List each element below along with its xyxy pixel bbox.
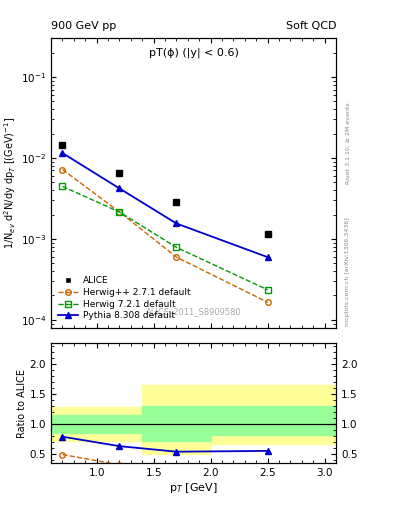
Text: pT(ϕ) (|y| < 0.6): pT(ϕ) (|y| < 0.6) bbox=[149, 47, 239, 57]
Legend: ALICE, Herwig++ 2.7.1 default, Herwig 7.2.1 default, Pythia 8.308 default: ALICE, Herwig++ 2.7.1 default, Herwig 7.… bbox=[55, 273, 193, 323]
Text: mcplots.cern.ch [arXiv:1306.3436]: mcplots.cern.ch [arXiv:1306.3436] bbox=[345, 217, 350, 326]
Y-axis label: Ratio to ALICE: Ratio to ALICE bbox=[17, 369, 27, 438]
X-axis label: p$_{T}$ [GeV]: p$_{T}$ [GeV] bbox=[169, 481, 218, 495]
Text: ALICE_2011_S8909580: ALICE_2011_S8909580 bbox=[146, 307, 241, 316]
Text: Soft QCD: Soft QCD bbox=[286, 21, 336, 31]
Text: Rivet 3.1.10, ≥ 2M events: Rivet 3.1.10, ≥ 2M events bbox=[345, 102, 350, 184]
Text: 900 GeV pp: 900 GeV pp bbox=[51, 21, 116, 31]
Y-axis label: 1/N$_{ev}$ d$^2$N/dy dp$_T$ [(GeV)$^{-1}$]: 1/N$_{ev}$ d$^2$N/dy dp$_T$ [(GeV)$^{-1}… bbox=[2, 117, 18, 249]
